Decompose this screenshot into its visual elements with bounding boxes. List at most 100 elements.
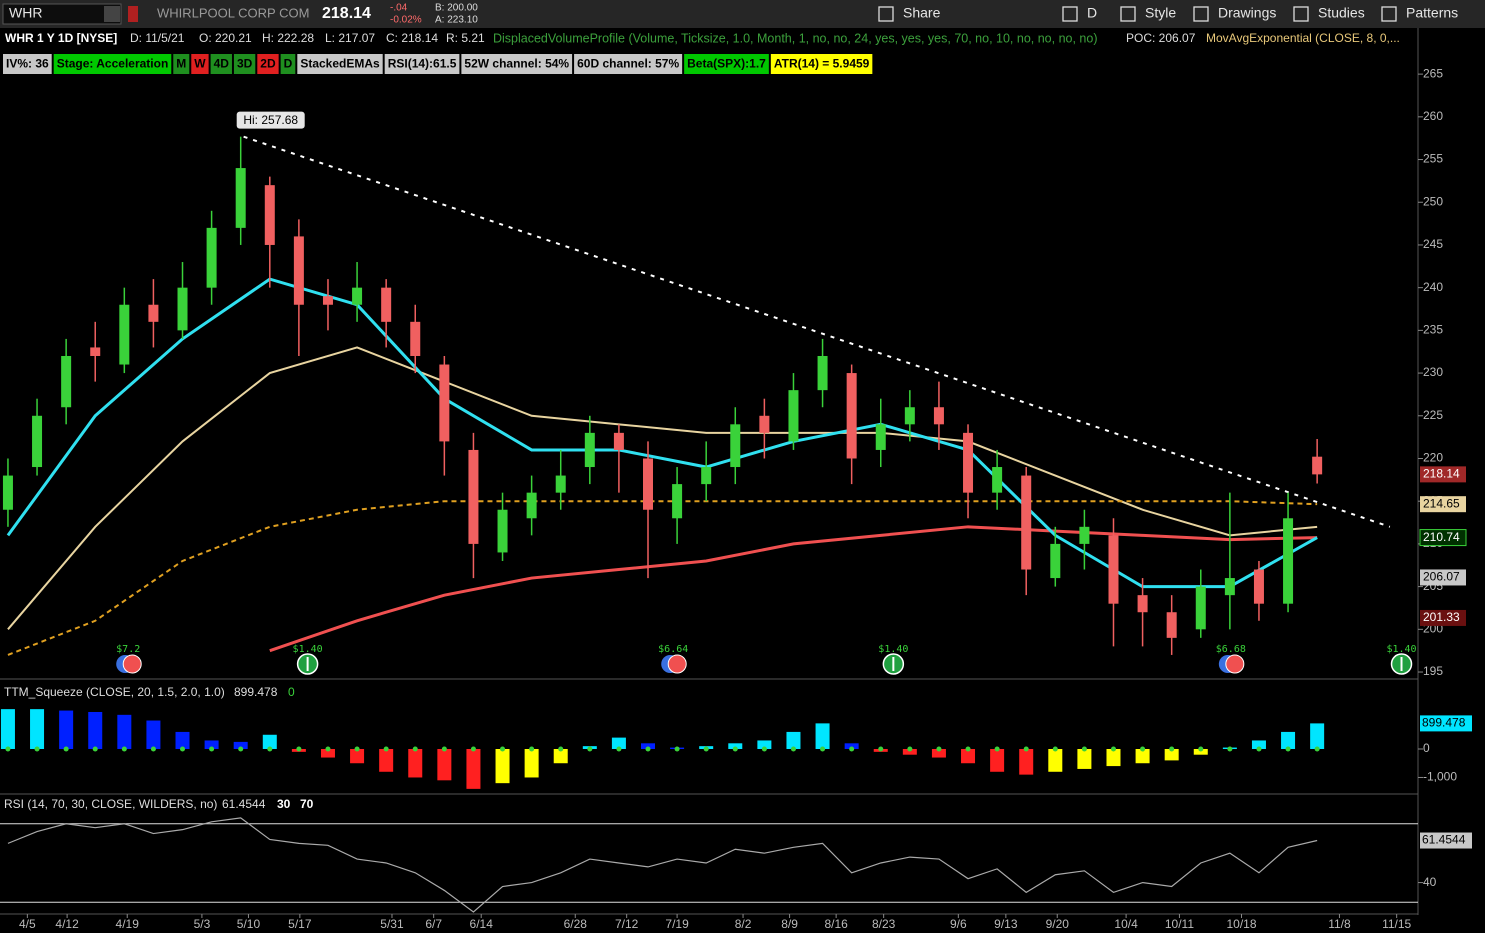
candle-body <box>904 407 915 425</box>
x-tick-label: 4/5 <box>19 917 36 931</box>
moving-average <box>7 346 1318 630</box>
toolbar-button-label[interactable]: Patterns <box>1406 5 1458 21</box>
toolbar-icon <box>1193 6 1209 22</box>
y-tick-label: 260 <box>1423 109 1443 123</box>
squeeze-bar <box>1106 749 1121 767</box>
price-badge-text: 218.14 <box>1423 467 1460 481</box>
price-badge <box>1420 496 1466 513</box>
squeeze-bar <box>437 749 452 781</box>
candle-body <box>1050 543 1061 579</box>
squeeze-bar <box>1135 749 1150 764</box>
toolbar-icon <box>1293 6 1309 22</box>
squeeze-dot <box>1198 746 1204 752</box>
rsi-value: 61.4544 <box>222 797 266 811</box>
symbol-flag <box>128 6 138 22</box>
price-badge <box>1419 529 1467 547</box>
squeeze-bar <box>262 734 277 749</box>
high: H: 222.28 <box>262 31 314 45</box>
squeeze-bar <box>350 749 365 764</box>
toolbar-button-label[interactable]: Studies <box>1318 5 1365 21</box>
squeeze-dot <box>587 746 593 752</box>
candle-body <box>32 415 43 468</box>
squeeze-dot <box>470 746 476 752</box>
squeeze-dot <box>441 746 447 752</box>
squeeze-bar <box>88 711 103 749</box>
squeeze-dot <box>645 746 651 752</box>
squeeze-dot <box>1285 746 1291 752</box>
y-tick-label: 230 <box>1423 365 1443 379</box>
status-chip <box>770 54 873 74</box>
candle-body <box>1224 578 1235 596</box>
squeeze-dot <box>121 746 127 752</box>
y-tick-label: 220 <box>1423 451 1443 465</box>
squeeze-dot <box>936 746 942 752</box>
y-tick-label: 250 <box>1423 194 1443 208</box>
chart-title: WHR 1 Y 1D [NYSE] <box>5 31 117 45</box>
price-badge-text: 206.07 <box>1423 570 1460 584</box>
status-chip-text: IV%: 36 <box>6 57 49 71</box>
candle-body <box>468 449 479 544</box>
change: -.04 <box>390 3 408 14</box>
candle-body <box>933 407 944 425</box>
symbol-box[interactable] <box>2 3 122 25</box>
toolbar-buttons: Share D Style Drawings Studies Patterns <box>878 5 1458 22</box>
x-tick-label: 6/28 <box>564 917 588 931</box>
squeeze-dot <box>5 746 11 752</box>
y-tick-label: 225 <box>1423 408 1443 422</box>
squeeze-dot <box>761 746 767 752</box>
moving-average <box>6 277 1318 589</box>
price-badge-text: 210.74 <box>1423 530 1460 544</box>
squeeze-dot <box>1140 746 1146 752</box>
squeeze-bar <box>728 743 743 749</box>
status-chip-text: Beta(SPX):1.7 <box>687 57 766 71</box>
status-chip-text: 3D <box>237 57 253 71</box>
status-chip <box>53 54 172 74</box>
candle-body <box>148 304 159 322</box>
earnings-icon <box>122 654 142 674</box>
squeeze-dot <box>529 746 535 752</box>
event-label: $6.68 <box>1216 644 1246 655</box>
candle-body <box>875 424 886 450</box>
event-label: $7.2 <box>116 644 140 655</box>
x-tick-label: 11/15 <box>1382 917 1411 931</box>
squeeze-dot <box>1023 746 1029 752</box>
x-tick-label: 11/8 <box>1328 917 1351 931</box>
squeeze-dot <box>383 746 389 752</box>
candle-body <box>1312 456 1323 475</box>
x-tick-label: 7/19 <box>665 917 689 931</box>
header-row <box>0 28 1418 50</box>
toolbar-button-label[interactable]: Drawings <box>1218 5 1276 21</box>
status-chip-text: M <box>176 57 186 71</box>
x-tick-label: 10/11 <box>1165 917 1194 931</box>
candle-body <box>235 168 246 228</box>
symbol-dropdown[interactable] <box>104 6 120 22</box>
range: R: 5.21 <box>446 31 485 45</box>
rsi-title: RSI (14, 70, 30, CLOSE, WILDERS, no) <box>4 797 217 811</box>
candle-body <box>1108 535 1119 604</box>
price-badge <box>1420 569 1466 586</box>
last-price: 218.14 <box>322 5 371 22</box>
candle-body <box>1137 595 1148 613</box>
change-pct: -0.02% <box>390 15 422 26</box>
squeeze-dot <box>1256 746 1262 752</box>
rsi-badge <box>1420 832 1472 849</box>
candle-body <box>1166 612 1177 638</box>
toolbar-button-label[interactable]: D <box>1087 5 1097 21</box>
candle-body <box>817 355 828 391</box>
squeeze-dot <box>180 746 186 752</box>
trendline <box>243 135 1391 528</box>
candle-body <box>643 458 654 510</box>
rsi-low: 30 <box>277 797 291 811</box>
candle-body <box>1253 569 1264 604</box>
toolbar-button-label[interactable]: Share <box>903 5 941 21</box>
x-tick-label: 10/4 <box>1114 917 1138 931</box>
price-badge <box>1420 466 1466 483</box>
status-chip <box>461 54 573 74</box>
low: L: 217.07 <box>325 31 375 45</box>
candle-body <box>61 355 72 408</box>
squeeze-dot <box>790 746 796 752</box>
candle-body <box>613 432 624 450</box>
status-chip <box>684 54 769 74</box>
toolbar-button-label[interactable]: Style <box>1145 5 1176 21</box>
